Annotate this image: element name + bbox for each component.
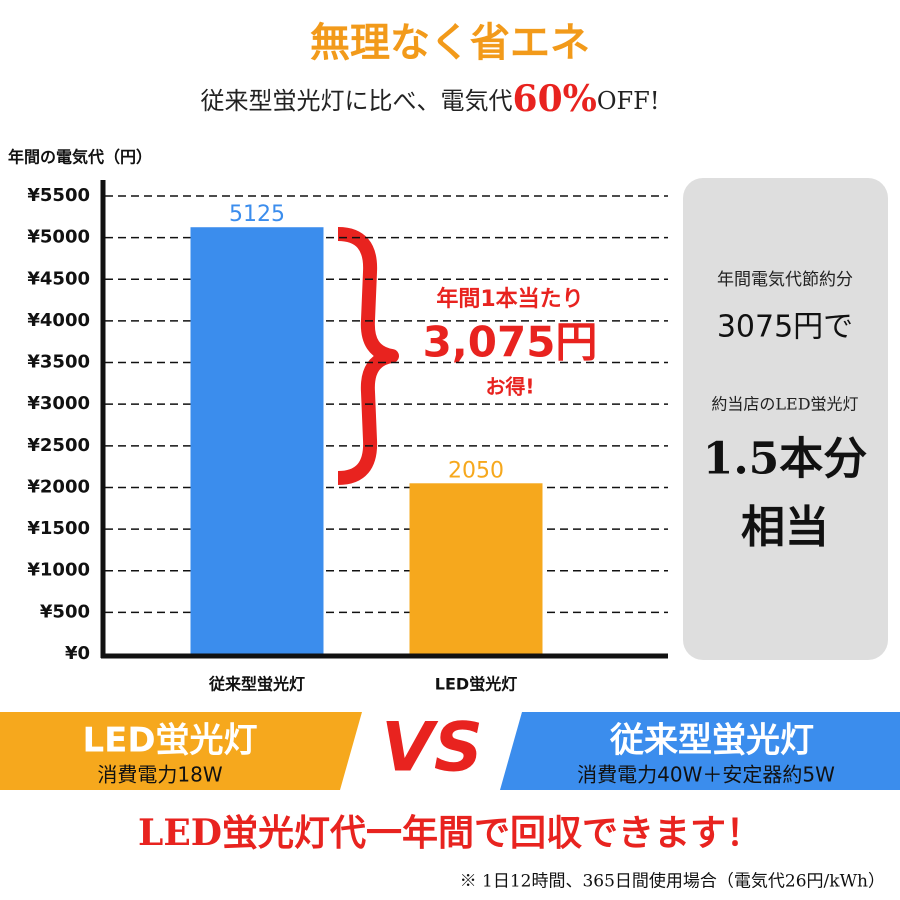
footer-headline: LED蛍光灯代一年間で回収できます！ bbox=[138, 812, 762, 854]
y-tick-label: ¥1500 bbox=[27, 518, 90, 539]
y-tick-label: ¥5000 bbox=[27, 227, 90, 248]
value-label: 2050 bbox=[448, 458, 504, 483]
y-tick-label: ¥2500 bbox=[27, 435, 90, 456]
y-tick-label: ¥0 bbox=[65, 643, 90, 664]
subtitle-highlight: 60% bbox=[513, 78, 597, 120]
panel-text: 1.5本分 bbox=[703, 434, 868, 485]
y-tick-label: ¥5500 bbox=[27, 185, 90, 206]
brace bbox=[337, 227, 399, 485]
value-label: 5125 bbox=[229, 202, 285, 227]
side-panel bbox=[683, 178, 888, 660]
y-tick-label: ¥4500 bbox=[27, 268, 90, 289]
banner-sub: 消費電力18W bbox=[97, 763, 222, 787]
y-tick-label: ¥3500 bbox=[27, 352, 90, 373]
x-tick-label: 従来型蛍光灯 bbox=[208, 675, 305, 694]
banner-title: 従来型蛍光灯 bbox=[609, 721, 814, 761]
annotation-value: 3,075円 bbox=[423, 318, 598, 367]
bar bbox=[409, 483, 543, 654]
title: 無理なく省エネ bbox=[310, 20, 590, 66]
banner-right bbox=[500, 712, 900, 790]
annotation-text: お得! bbox=[485, 375, 534, 399]
subtitle-part: OFF! bbox=[597, 87, 660, 115]
subtitle-part: 従来型蛍光灯に比べ、電気代 bbox=[201, 87, 513, 115]
footer-note: ※ 1日12時間、365日間使用場合（電気代26円/kWh） bbox=[460, 871, 885, 892]
banner-sub: 消費電力40W＋安定器約5W bbox=[577, 763, 835, 787]
y-tick-label: ¥1000 bbox=[27, 560, 90, 581]
y-tick-label: ¥3000 bbox=[27, 393, 90, 414]
panel-text: 3075円で bbox=[717, 310, 853, 345]
banner-left bbox=[0, 712, 362, 790]
annotation-text: 年間1本当たり bbox=[436, 286, 583, 312]
subtitle: 従来型蛍光灯に比べ、電気代60%OFF! bbox=[201, 78, 660, 120]
banner-title: LED蛍光灯 bbox=[82, 721, 257, 761]
panel-text: 相当 bbox=[741, 502, 829, 553]
y-axis-label: 年間の電気代（円） bbox=[8, 148, 152, 167]
x-tick-label: LED蛍光灯 bbox=[435, 675, 517, 694]
bar bbox=[190, 227, 324, 654]
y-tick-label: ¥500 bbox=[40, 601, 90, 622]
panel-text: 約当店のLED蛍光灯 bbox=[711, 395, 858, 414]
panel-text: 年間電気代節約分 bbox=[717, 270, 853, 290]
y-tick-label: ¥2000 bbox=[27, 476, 90, 497]
vs: VS bbox=[381, 709, 483, 788]
y-tick-label: ¥4000 bbox=[27, 310, 90, 331]
